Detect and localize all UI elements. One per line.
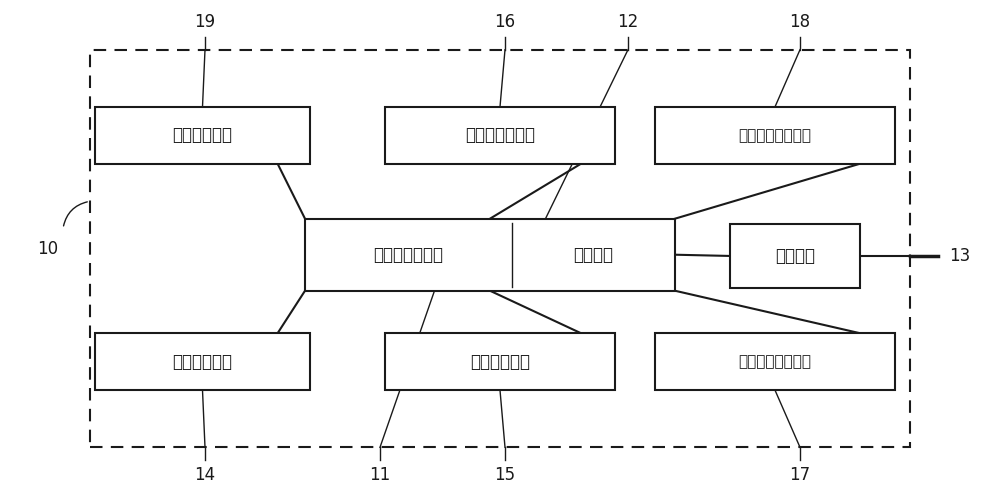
Bar	[95, 107, 310, 164]
Text: 16: 16	[494, 13, 516, 31]
Bar	[385, 107, 615, 164]
Text: 磁力感测单元: 磁力感测单元	[173, 126, 232, 145]
Text: 压力感应单元: 压力感应单元	[173, 352, 232, 371]
Text: 17: 17	[789, 466, 811, 484]
Bar	[90, 50, 910, 447]
Text: 15: 15	[494, 466, 516, 484]
Text: 温度感应单元: 温度感应单元	[470, 352, 530, 371]
Bar	[655, 107, 895, 164]
Text: 14: 14	[194, 466, 216, 484]
Bar	[655, 333, 895, 390]
Text: 第一低频传输接口: 第一低频传输接口	[738, 354, 812, 369]
Text: 加速度感应单元: 加速度感应单元	[465, 126, 535, 145]
Bar	[305, 219, 675, 291]
Bar	[95, 333, 310, 390]
Bar	[730, 224, 860, 288]
Text: 19: 19	[194, 13, 216, 31]
Text: 第一电源: 第一电源	[775, 247, 815, 265]
Text: 11: 11	[369, 466, 391, 484]
Text: 13: 13	[949, 247, 971, 265]
Text: 记忆单元: 记忆单元	[574, 246, 614, 264]
Text: 18: 18	[789, 13, 811, 31]
Bar	[385, 333, 615, 390]
Text: 第一微控制单元: 第一微控制单元	[374, 246, 444, 264]
Text: 第一无线传输接口: 第一无线传输接口	[738, 128, 812, 143]
Text: 10: 10	[37, 240, 59, 257]
Text: 12: 12	[617, 13, 639, 31]
